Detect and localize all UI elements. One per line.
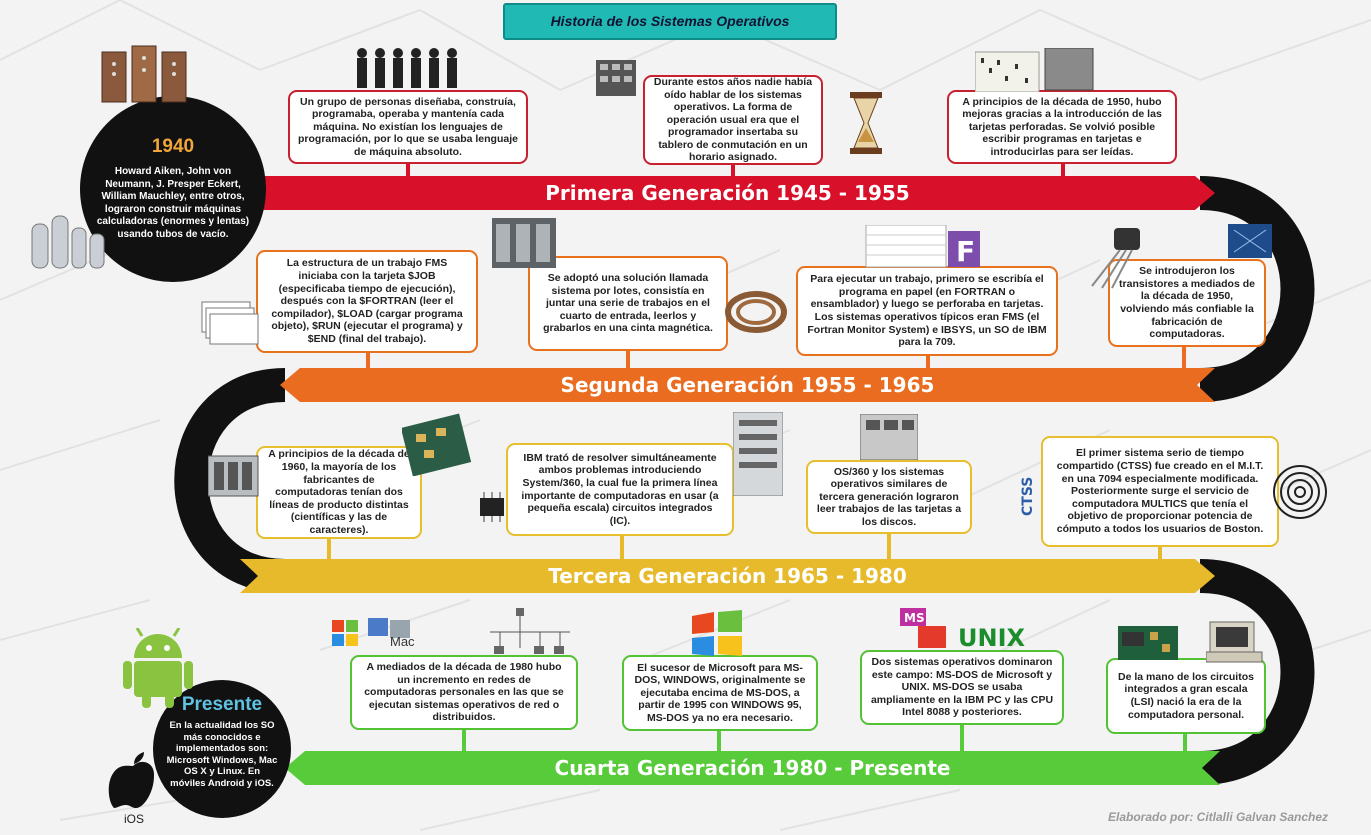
connector-stem [887,533,891,560]
ios-label: iOS [124,812,145,826]
gen2-box-2: Se adoptó una solución llamada sistema p… [528,256,728,351]
author-credit: Elaborado por: Citlalli Galvan Sanchez [1108,810,1329,824]
connector-stem [327,538,331,560]
connector-stem [731,163,735,177]
present-circle: Presente En la actualidad los SO más con… [153,680,291,818]
generation-band-4 [285,751,1220,785]
connector-stem [1183,733,1187,752]
gen4-box-2: El sucesor de Microsoft para MS-DOS, WIN… [622,655,818,731]
present-text: En la actualidad los SO más conocidos e … [166,720,278,789]
ic-chip-icon [480,492,504,522]
chip-icon [1118,626,1178,660]
msdos-logo-icon: MS [900,608,946,648]
intro-text: Howard Aiken, John von Neumann, J. Presp… [96,166,250,240]
generation-label-4: Cuarta Generación 1980 - Presente [554,756,951,780]
svg-text:F: F [956,235,975,268]
svg-text:MS: MS [904,611,925,625]
switchboard-icon [596,60,636,96]
intro-year: 1940 [151,136,195,157]
old-computer-icon [208,455,259,497]
tape-reel-icon [725,291,787,333]
gen4-box-3: Dos sistemas operativos dominaron este c… [860,650,1064,725]
present-title: Presente [181,694,263,715]
generation-label-3: Tercera Generación 1965 - 1980 [548,564,907,588]
gen2-box-4: Se introdujeron los transistores a media… [1108,259,1266,347]
gen1-box-2: Durante estos años nadie había oído habl… [643,75,823,165]
transistor-icon [1091,228,1140,289]
people-silhouette-icon [357,48,457,88]
gen2-box-3: Para ejecutar un trabajo, primero se esc… [796,266,1058,356]
page-title: Historia de los Sistemas Operativos [503,3,837,40]
windows-icon [332,618,410,646]
personal-computer-icon [1206,621,1263,663]
fortran-sheet-icon: F [865,225,980,268]
connector-stem [926,355,930,369]
generation-band-3 [240,559,1215,593]
network-diagram-icon [490,608,570,654]
microchip-photo-icon [1228,224,1272,258]
card-stack-icon [201,301,259,345]
unix-logo: UNIX [958,624,1026,652]
generation-band-2 [280,368,1215,402]
connector-stem [1182,346,1186,369]
connector-stem [717,730,721,752]
system360-panel-icon [733,412,783,496]
windows-flag-icon [692,610,742,656]
gen1-box-3: A principios de la década de 1950, hubo … [947,90,1177,164]
mainframe-room-icon [492,218,556,268]
connector-stem [1158,546,1162,560]
gen3-box-4: El primer sistema serio de tiempo compar… [1041,436,1279,547]
gen1-box-1: Un grupo de personas diseñaba, construía… [288,90,528,164]
connector-stem [406,163,410,177]
gen3-box-1: A principios de la década de 1960, la ma… [256,446,422,539]
gen3-box-2: IBM trató de resolver simultáneamente am… [506,443,734,536]
connector-stem [462,729,466,752]
hourglass-icon [850,92,882,154]
ctss-logo: CTSS [1020,476,1036,516]
connector-stem [626,350,630,369]
disk-drive-icon [860,414,918,460]
gen4-box-4: De la mano de los circuitos integrados a… [1106,658,1266,734]
connector-stem [366,352,370,369]
circuit-board-icon [402,413,472,476]
apple-icon [108,752,155,808]
punch-card-icon [975,48,1094,92]
vacuum-tube-icon [31,215,105,269]
intro-circle: 1940 Howard Aiken, John von Neumann, J. … [80,96,266,282]
connector-stem [1061,163,1065,177]
connector-stem [960,724,964,752]
android-icon [123,628,193,708]
gen3-box-3: OS/360 y los sistemas operativos similar… [806,460,972,534]
generation-label-2: Segunda Generación 1955 - 1965 [560,373,935,397]
multics-spiral-icon [1273,465,1327,519]
connector-stem [620,535,624,560]
generation-label-1: Primera Generación 1945 - 1955 [545,181,910,205]
gen2-box-1: La estructura de un trabajo FMS iniciaba… [256,250,478,353]
computer-icon [101,45,187,103]
gen4-box-1: A mediados de la década de 1980 hubo un … [350,655,578,730]
mac-label: Mac [390,634,415,649]
generation-band-1 [240,176,1215,210]
